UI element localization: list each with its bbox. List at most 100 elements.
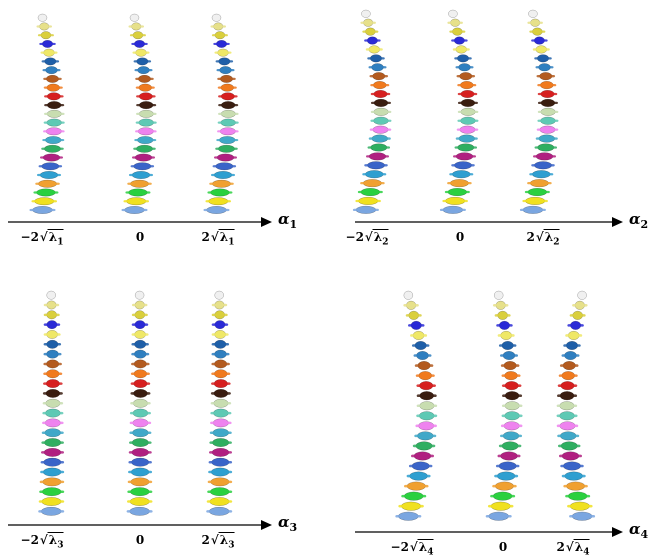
vertebra-process [127, 490, 153, 493]
vertebra-process [123, 200, 149, 203]
tick-sqrt: √λ1 [211, 229, 235, 247]
spine-model [439, 9, 479, 214]
vertebra-process [43, 121, 65, 124]
vertebra-process [367, 146, 391, 149]
vertebra-process [41, 431, 64, 434]
lambda-symbol: λ [574, 540, 584, 554]
vertebra-process [529, 30, 546, 33]
vertebra-process [411, 344, 430, 347]
vertebra-process [456, 128, 479, 131]
vertebra-process [415, 424, 437, 428]
vertebra-process [121, 208, 148, 212]
vertebra-process [128, 460, 152, 464]
tick-coefficient: −2 [345, 230, 364, 244]
vertebra-process [216, 138, 239, 142]
vertebra-process [401, 494, 427, 498]
vertebra-process [500, 434, 523, 438]
vertebra-process [533, 155, 557, 158]
vertebra-process [456, 75, 476, 78]
vertebra-process [492, 484, 517, 488]
vertebra-process [531, 39, 548, 42]
vertebra-process [40, 460, 65, 464]
vertebra-process [369, 128, 392, 131]
tick-coefficient: 0 [498, 540, 508, 554]
lambda-symbol: λ [219, 230, 229, 244]
vertebra-process [454, 57, 472, 60]
lambda-subscript: 3 [57, 540, 64, 551]
tick-label: −2√λ2 [345, 229, 389, 248]
vertebra [134, 290, 145, 300]
tick-sqrt: √λ4 [410, 539, 434, 557]
sqrt-sign: √ [39, 533, 48, 547]
vertebra-process [211, 343, 230, 346]
vertebra-process [136, 95, 156, 98]
vertebra-process [535, 66, 554, 69]
lambda-subscript: 2 [553, 237, 560, 248]
sqrt-radicand: λ4 [417, 539, 434, 557]
vertebra-process [567, 324, 584, 327]
vertebra-process [497, 454, 521, 458]
axis-symbol: α [629, 520, 641, 538]
vertebra-process [405, 314, 422, 317]
vertebra-process [43, 303, 60, 307]
vertebra-process [366, 155, 390, 158]
vertebra-process [218, 112, 239, 115]
vertebra-process [362, 173, 387, 176]
vertebra-process [413, 354, 432, 357]
vertebra-process [217, 86, 237, 89]
vertebra-process [455, 137, 478, 140]
axis-arrowhead [612, 527, 623, 537]
vertebra-process [416, 394, 437, 397]
vertebra-process [130, 392, 151, 395]
lambda-subscript: 2 [382, 237, 389, 248]
vertebra-process [42, 138, 65, 142]
lambda-symbol: λ [373, 230, 383, 244]
panel-graphic [8, 290, 272, 530]
vertebra-process [557, 394, 578, 397]
vertebra-process [207, 191, 233, 194]
vertebra [46, 290, 56, 300]
vertebra-process [532, 48, 550, 51]
vertebra-process [129, 431, 152, 434]
vertebra-process [42, 392, 63, 395]
vertebra-process [500, 354, 519, 357]
sqrt-sign: √ [210, 533, 219, 547]
sqrt-radicand: λ3 [47, 532, 64, 551]
vertebra-process [43, 333, 61, 336]
tick-label: −2√λ4 [391, 539, 434, 557]
vertebra [528, 9, 538, 18]
tick-coefficient: 2 [201, 533, 210, 547]
vertebra-process [213, 42, 230, 46]
lambda-subscript: 1 [57, 237, 64, 248]
vertebra-process [454, 146, 478, 149]
vertebra-process [537, 110, 559, 113]
vertebra-process [406, 474, 431, 478]
vertebra-process [218, 95, 238, 98]
vertebra-process [29, 208, 56, 212]
tick-sqrt: √λ2 [365, 229, 389, 248]
vertebra-process [501, 384, 522, 387]
vertebra-process [41, 60, 60, 63]
vertebra-process [39, 490, 65, 493]
tick-coefficient: 0 [135, 230, 145, 244]
vertebra-process [134, 69, 153, 72]
vertebra-process [215, 60, 234, 63]
vertebra-process [210, 411, 232, 415]
vertebra-process [127, 182, 152, 185]
spine-model [126, 290, 153, 516]
vertebra-process [131, 42, 148, 46]
vertebra-process [207, 480, 233, 484]
vertebra-process [556, 424, 579, 428]
vertebra-process [129, 421, 152, 425]
vertebra-process [370, 101, 391, 105]
vertebra-process [524, 190, 550, 194]
vertebra-process [205, 200, 231, 203]
vertebra-process [206, 510, 233, 513]
vertebra-process [451, 164, 475, 167]
spine-model [203, 13, 239, 214]
vertebra-process [132, 51, 150, 54]
vertebra-process [560, 464, 584, 468]
vertebra-process [216, 69, 235, 72]
vertebra-process [210, 402, 232, 405]
vertebra-process [133, 60, 152, 63]
